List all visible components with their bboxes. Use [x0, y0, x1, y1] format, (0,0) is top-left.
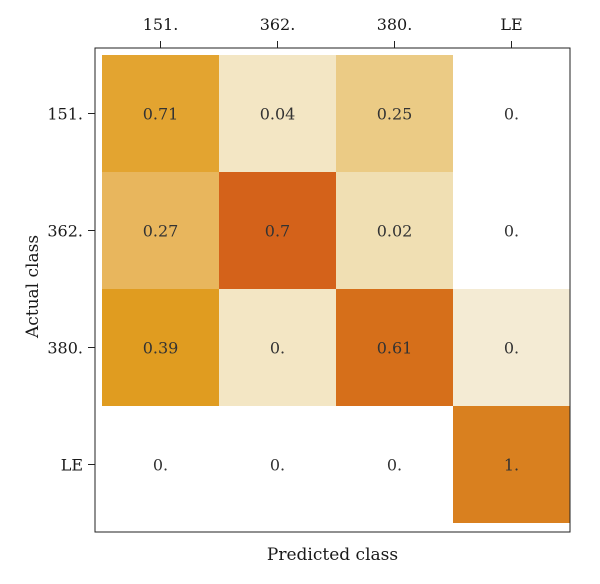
heatmap-cell [336, 55, 453, 172]
cell-value-label: 0.25 [377, 105, 413, 124]
heatmap-cell [336, 289, 453, 406]
heatmap-cell [219, 55, 336, 172]
heatmap-cell [102, 406, 219, 523]
y-tick-label: 362. [47, 222, 83, 241]
heatmap-cell [102, 289, 219, 406]
cell-value-label: 0. [153, 456, 168, 475]
plot-frame [94, 47, 571, 533]
x-tick-label: 151. [143, 15, 179, 34]
y-axis-label: Actual class [23, 235, 43, 339]
heatmap-cell [102, 172, 219, 289]
cell-value-label: 0.39 [143, 339, 179, 358]
heatmap-cell [453, 406, 570, 523]
cell-value-label: 0.61 [377, 339, 413, 358]
y-axis-ticks: 151. 362. 380. LE [47, 105, 95, 475]
heatmap-cell [219, 406, 336, 523]
x-axis-label: Predicted class [267, 545, 398, 565]
cell-value-label: 0. [270, 339, 285, 358]
heatmap-cell [453, 55, 570, 172]
heatmap-cell [219, 172, 336, 289]
x-tick-label: 380. [377, 15, 413, 34]
heatmap-cell [453, 289, 570, 406]
heatmap-cell [336, 406, 453, 523]
cell-value-label: 0.7 [265, 222, 290, 241]
cell-value-label: 0.04 [260, 105, 296, 124]
cell-value-label: 0.02 [377, 222, 413, 241]
x-tick-label: 362. [260, 15, 296, 34]
y-tick-label: LE [61, 456, 83, 475]
cell-value-label: 1. [504, 456, 519, 475]
y-tick-label: 380. [47, 339, 83, 358]
cell-value-label: 0. [387, 456, 402, 475]
heatmap-cell [102, 55, 219, 172]
y-tick-label: 151. [47, 105, 83, 124]
cell-value-label: 0.71 [143, 105, 179, 124]
cell-value-label: 0. [504, 105, 519, 124]
heatmap-cell-labels: 0.71 0.04 0.25 0. 0.27 0.7 0.02 0. 0.39 0. 0.61 0. 0… [143, 105, 519, 475]
cell-value-label: 0. [270, 456, 285, 475]
heatmap-cell [336, 172, 453, 289]
heatmap-cell [219, 289, 336, 406]
heatmap-cell [453, 172, 570, 289]
cell-value-label: 0.27 [143, 222, 179, 241]
cell-value-label: 0. [504, 339, 519, 358]
x-tick-label: LE [500, 15, 522, 34]
heatmap-cells [102, 55, 570, 523]
cell-value-label: 0. [504, 222, 519, 241]
x-axis-ticks: 151. 362. 380. LE [143, 15, 523, 48]
